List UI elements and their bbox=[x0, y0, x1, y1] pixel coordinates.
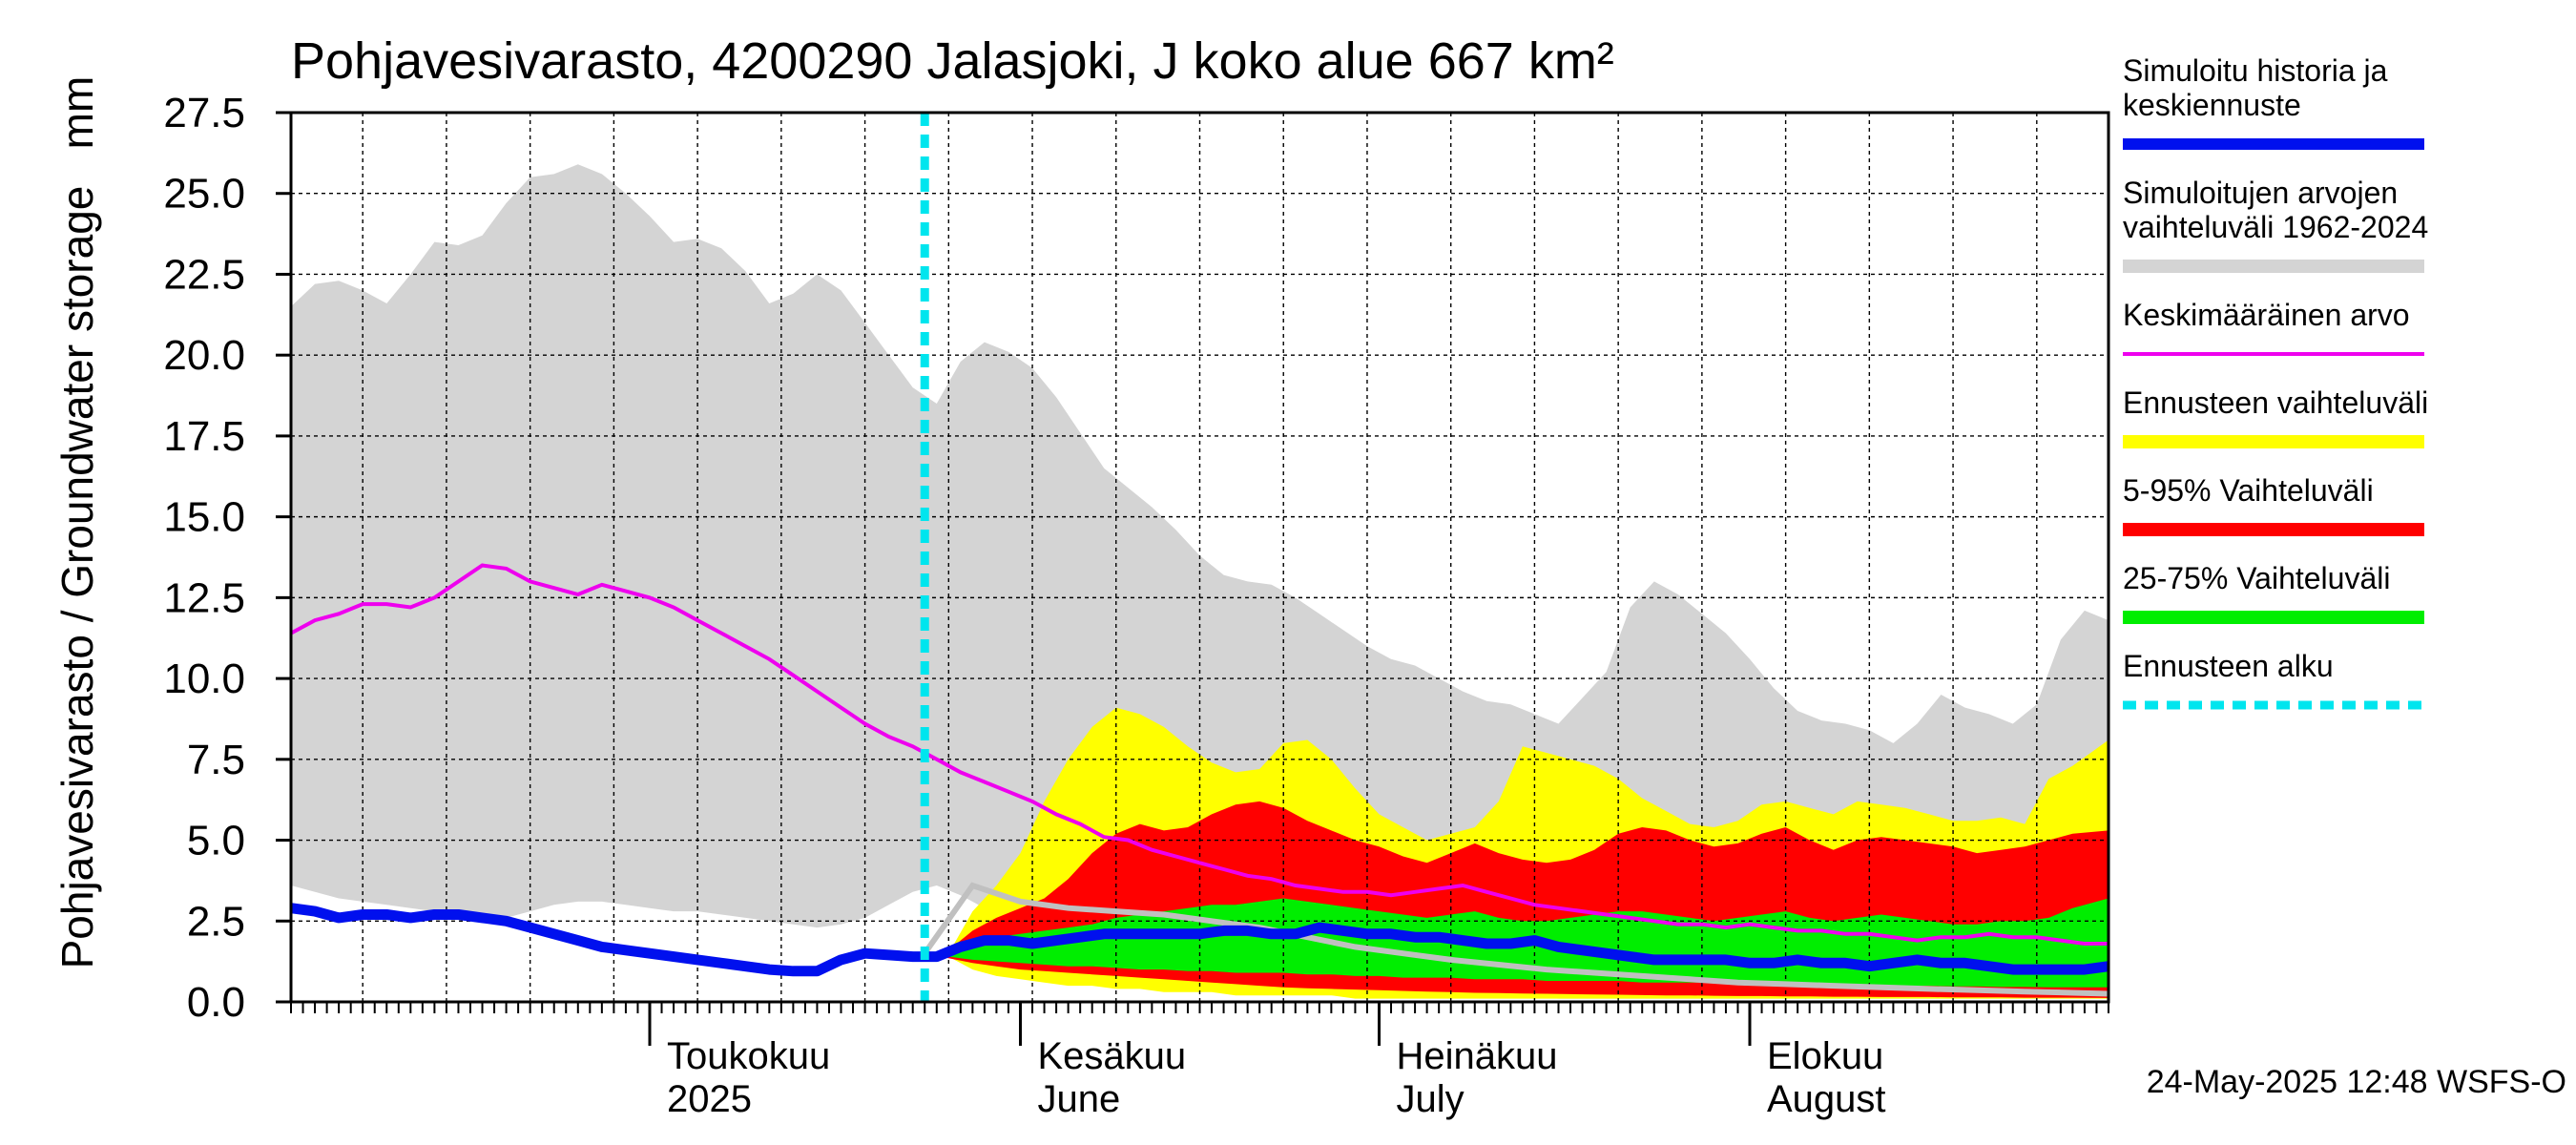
forecast-median-line bbox=[922, 882, 2109, 997]
legend-label: 5-95% Vaihteluväli bbox=[2123, 473, 2374, 508]
month-label-en: August bbox=[1767, 1078, 1886, 1120]
legend-item: Keskimääräinen arvo bbox=[2123, 298, 2424, 356]
legend-label: 25-75% Vaihteluväli bbox=[2123, 561, 2390, 595]
month-label-fi: Elokuu bbox=[1767, 1035, 1883, 1077]
legend-label: vaihteluväli 1962-2024 bbox=[2123, 210, 2428, 244]
legend-label: Simuloitujen arvojen bbox=[2123, 176, 2398, 210]
y-tick-label: 10.0 bbox=[163, 656, 245, 702]
legend-label: keskiennuste bbox=[2123, 88, 2301, 122]
mean-value-line bbox=[290, 563, 2109, 946]
y-tick-label: 12.5 bbox=[163, 574, 245, 621]
month-label-en: July bbox=[1396, 1078, 1464, 1120]
y-tick-label: 7.5 bbox=[187, 737, 245, 783]
y-tick-label: 25.0 bbox=[163, 171, 245, 218]
y-tick-label: 20.0 bbox=[163, 332, 245, 379]
footer-timestamp: 24-May-2025 12:48 WSFS-O bbox=[2147, 1064, 2566, 1100]
legend-label: Simuloitu historia ja bbox=[2123, 53, 2388, 88]
y-tick-label: 2.5 bbox=[187, 898, 245, 945]
month-label-fi: Toukokuu bbox=[667, 1035, 830, 1077]
plot-area: 0.0 2.5 5.0 7.5 10.0 12.5 15.0 17.5 20.0 22.5 25.0… bbox=[163, 90, 2110, 1120]
legend-item: 25-75% Vaihteluväli bbox=[2123, 561, 2424, 624]
legend-item: Ennusteen alku bbox=[2123, 649, 2424, 710]
y-axis-label: Pohjavesivarasto / Groundwater storage bbox=[52, 186, 102, 969]
axes-layer: 0.0 2.5 5.0 7.5 10.0 12.5 15.0 17.5 20.0 22.5 25.0… bbox=[163, 90, 2109, 1120]
legend-label: Keskimääräinen arvo bbox=[2123, 298, 2410, 332]
simulated-line bbox=[290, 903, 2109, 977]
month-label-fi: Heinäkuu bbox=[1396, 1035, 1557, 1077]
legend-label: Ennusteen alku bbox=[2123, 649, 2334, 683]
legend: Simuloitu historia jakeskiennusteSimuloi… bbox=[2123, 53, 2428, 710]
month-label-en: June bbox=[1038, 1078, 1121, 1120]
grid-layer bbox=[291, 112, 2109, 1003]
month-label-fi: Kesäkuu bbox=[1038, 1035, 1187, 1077]
y-tick-label: 15.0 bbox=[163, 494, 245, 541]
legend-item: 5-95% Vaihteluväli bbox=[2123, 473, 2424, 536]
y-tick-label: 0.0 bbox=[187, 979, 245, 1026]
lines-layer bbox=[290, 113, 2109, 1002]
y-tick-label: 27.5 bbox=[163, 90, 245, 136]
y-axis-unit: mm bbox=[52, 76, 102, 150]
y-tick-label: 22.5 bbox=[163, 251, 245, 298]
chart-title: Pohjavesivarasto, 4200290 Jalasjoki, J k… bbox=[291, 32, 1614, 90]
y-tick-label: 5.0 bbox=[187, 818, 245, 864]
month-label-en: 2025 bbox=[667, 1078, 752, 1120]
legend-item: Ennusteen vaihteluväli bbox=[2123, 385, 2428, 448]
y-tick-label: 17.5 bbox=[163, 413, 245, 460]
legend-label: Ennusteen vaihteluväli bbox=[2123, 385, 2428, 420]
